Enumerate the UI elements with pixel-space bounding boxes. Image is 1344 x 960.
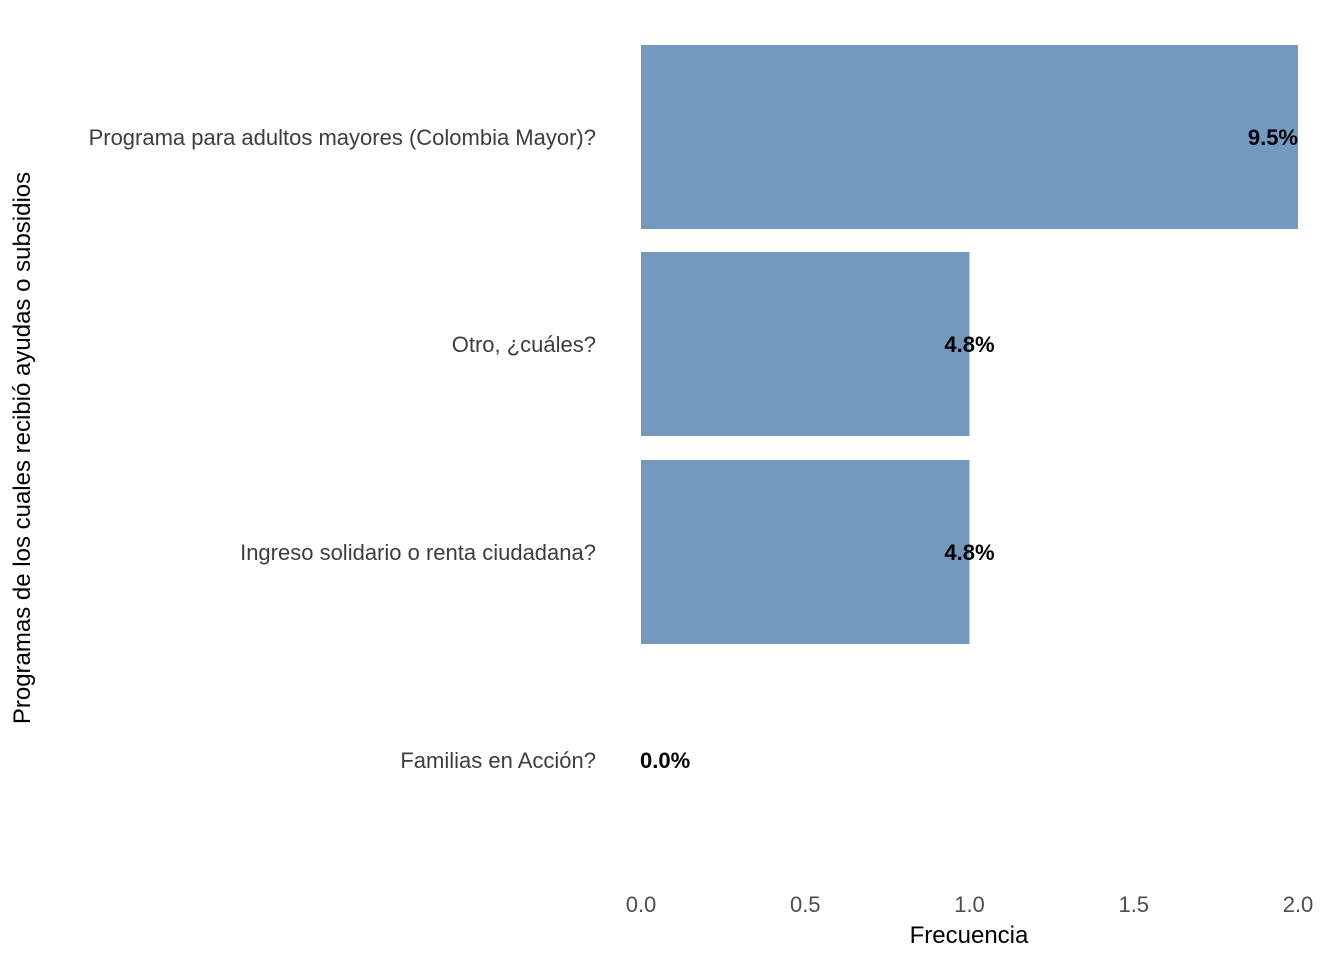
data-label: 9.5% xyxy=(1248,125,1298,150)
data-label: 0.0% xyxy=(640,748,690,773)
data-label: 4.8% xyxy=(944,540,994,565)
x-axis-title: Frecuencia xyxy=(910,922,1029,949)
bar xyxy=(641,460,970,644)
bars-group xyxy=(641,45,1298,644)
data-labels: 9.5% 4.8% 4.8% 0.0% xyxy=(640,125,1298,773)
category-label: Familias en Acción? xyxy=(400,748,596,773)
bar xyxy=(641,252,970,436)
category-labels: Programa para adultos mayores (Colombia … xyxy=(89,125,596,773)
x-tick-label: 1.0 xyxy=(954,892,985,917)
x-tick-label: 2.0 xyxy=(1283,892,1314,917)
category-label: Ingreso solidario o renta ciudadana? xyxy=(240,540,596,565)
y-axis-title: Programas de los cuales recibió ayudas o… xyxy=(9,172,36,724)
x-tick-label: 0.5 xyxy=(790,892,821,917)
data-label: 4.8% xyxy=(944,332,994,357)
category-label: Programa para adultos mayores (Colombia … xyxy=(89,125,596,150)
x-axis-ticks: 0.0 0.5 1.0 1.5 2.0 xyxy=(626,892,1314,917)
bar xyxy=(641,45,1298,229)
x-tick-label: 1.5 xyxy=(1118,892,1149,917)
x-tick-label: 0.0 xyxy=(626,892,657,917)
category-label: Otro, ¿cuáles? xyxy=(452,332,596,357)
